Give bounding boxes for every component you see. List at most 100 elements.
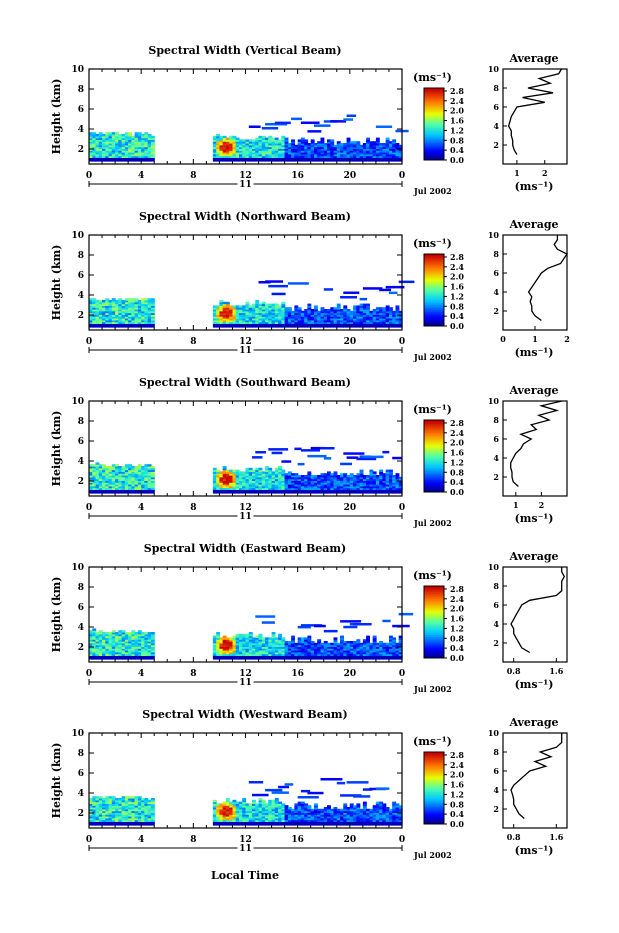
colorbar-tick-label: 0.8 xyxy=(450,633,464,643)
average-title: Average xyxy=(508,550,558,563)
day-label: 11 xyxy=(239,346,252,356)
y-tick-label: 6 xyxy=(78,105,84,115)
x-tick-label: 16 xyxy=(291,503,304,513)
heatmap-cell xyxy=(392,139,396,141)
y-tick-label: 10 xyxy=(71,397,84,407)
x-tick-label: 0 xyxy=(86,171,92,181)
colorbar-tick-label: 0.4 xyxy=(450,145,464,155)
avg-y-tick-label: 6 xyxy=(493,434,499,444)
y-axis-label: Height (km) xyxy=(50,79,63,155)
avg-x-tick-label: 1 xyxy=(514,168,520,178)
avg-y-tick-label: 10 xyxy=(488,64,500,74)
avg-y-tick-label: 2 xyxy=(493,140,499,150)
heatmap-cell xyxy=(304,139,308,141)
heatmap-cell xyxy=(259,634,263,636)
avg-y-tick-label: 2 xyxy=(493,306,499,316)
y-tick-label: 2 xyxy=(78,643,84,653)
y-tick-label: 2 xyxy=(78,145,84,155)
panel-title: Spectral Width (Eastward Beam) xyxy=(144,542,346,555)
heatmap-cell xyxy=(151,136,155,138)
heatmap-cell xyxy=(255,615,275,618)
heatmap-cell xyxy=(259,468,263,470)
heatmap-cell xyxy=(307,471,311,473)
heatmap-field xyxy=(89,613,413,660)
panel-title: Spectral Width (Southward Beam) xyxy=(139,376,351,389)
y-tick-label: 8 xyxy=(78,251,84,261)
colorbar-tick-label: 2.0 xyxy=(450,272,464,282)
x-tick-label: 20 xyxy=(344,337,357,347)
heatmap-cell xyxy=(151,632,155,634)
x-tick-label: 4 xyxy=(138,337,144,347)
heatmap-cell xyxy=(392,637,396,639)
heatmap-cell xyxy=(343,305,347,307)
average-title: Average xyxy=(508,52,558,65)
avg-y-tick-label: 8 xyxy=(493,581,499,591)
heatmap-cell xyxy=(334,637,338,639)
heatmap-cell xyxy=(278,466,282,468)
avg-y-tick-label: 6 xyxy=(493,268,499,278)
heatmap-cell xyxy=(353,623,372,626)
heatmap-cell xyxy=(314,625,326,628)
avg-y-tick-label: 10 xyxy=(488,230,500,240)
heatmap-cell xyxy=(396,473,400,475)
y-tick-label: 4 xyxy=(78,457,84,467)
date-label: Jul 2002 xyxy=(413,684,452,694)
colorbar-tick-label: 2.0 xyxy=(450,438,464,448)
colorbar-tick-label: 1.6 xyxy=(450,282,464,292)
avg-x-tick-label: 0.8 xyxy=(507,666,521,676)
avg-y-tick-label: 2 xyxy=(493,638,499,648)
average-frame xyxy=(503,567,567,662)
x-tick-label: 4 xyxy=(138,503,144,513)
colorbar-tick-label: 0.4 xyxy=(450,477,464,487)
colorbar-tick-label: 2.8 xyxy=(450,252,464,262)
heatmap-cell xyxy=(301,122,320,125)
heatmap-cell xyxy=(389,292,398,295)
x-tick-label: 4 xyxy=(138,669,144,679)
heatmap-cell xyxy=(373,636,377,638)
heatmap-cell xyxy=(226,302,230,304)
heatmap-cell xyxy=(275,122,291,125)
x-tick-label: 20 xyxy=(344,503,357,513)
colorbar-tick-label: 2.8 xyxy=(450,418,464,428)
y-axis-label: Height (km) xyxy=(50,411,63,487)
x-tick-label: 20 xyxy=(344,171,357,181)
heatmap-cell xyxy=(281,637,285,639)
date-label: Jul 2002 xyxy=(413,186,452,196)
heatmap-cell xyxy=(340,636,344,638)
y-tick-label: 4 xyxy=(78,125,84,135)
y-tick-label: 10 xyxy=(71,231,84,241)
heatmap-cell xyxy=(268,285,288,288)
heatmap-cell xyxy=(262,127,278,130)
avg-y-tick-label: 8 xyxy=(493,249,499,259)
average-title: Average xyxy=(508,218,558,231)
heatmap-cell xyxy=(311,139,315,141)
x-tick-label: 0 xyxy=(86,337,92,347)
colorbar-tick-label: 1.2 xyxy=(450,291,464,301)
heatmap-field xyxy=(89,280,414,327)
y-tick-label: 6 xyxy=(78,437,84,447)
heatmap-cell xyxy=(382,451,389,454)
date-label: Jul 2002 xyxy=(413,352,452,362)
avg-y-tick-label: 4 xyxy=(493,121,499,131)
colorbar-tick-label: 1.2 xyxy=(450,623,464,633)
y-axis-label: Height (km) xyxy=(50,577,63,653)
heatmap-field xyxy=(89,447,403,494)
avg-x-tick-label: 2 xyxy=(542,168,548,178)
y-tick-label: 8 xyxy=(78,583,84,593)
colorbar-unit: (ms⁻¹) xyxy=(413,403,452,416)
heatmap-cell xyxy=(307,130,321,133)
heatmap-cell xyxy=(366,636,370,638)
heatmap-cell xyxy=(317,639,321,641)
heatmap-cell xyxy=(399,613,414,616)
heatmap-cell xyxy=(343,118,353,121)
heatmap-cell xyxy=(330,139,334,141)
colorbar-unit: (ms⁻¹) xyxy=(413,569,452,582)
colorbar-tick-label: 2.0 xyxy=(450,106,464,116)
heatmap-cell xyxy=(389,307,393,309)
colorbar-tick-label: 0.8 xyxy=(450,301,464,311)
avg-x-tick-label: 1.6 xyxy=(549,666,563,676)
heatmap-cell xyxy=(347,138,351,140)
heatmap-cell xyxy=(281,470,285,472)
